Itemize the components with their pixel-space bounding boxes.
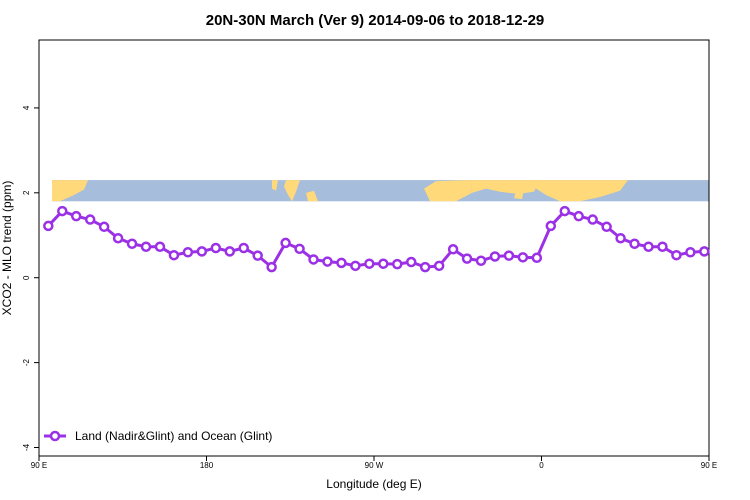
data-point: [475, 255, 487, 266]
map-land: [514, 189, 524, 200]
world-map-strip: [52, 180, 709, 202]
data-point: [350, 260, 361, 272]
data-point: [98, 221, 110, 233]
data-point: [587, 214, 598, 225]
y-axis: -4 -2 0 2 4: [22, 105, 39, 451]
data-point: [643, 241, 654, 252]
map-land: [52, 180, 88, 202]
data-point: [308, 254, 319, 265]
data-point: [531, 252, 543, 264]
y-axis-label: XCO2 - MLO trend (ppm): [0, 181, 14, 316]
x-tick-label: 90 E: [701, 461, 717, 470]
y-tick-label: 4: [22, 105, 31, 110]
data-point: [84, 214, 96, 225]
data-point: [433, 260, 445, 272]
data-point: [364, 258, 375, 269]
data-point: [224, 246, 236, 257]
data-point: [280, 237, 291, 249]
data-point: [573, 210, 584, 222]
legend-marker: [49, 430, 61, 442]
x-tick-label: 0: [539, 461, 544, 470]
data-point: [252, 250, 263, 261]
data-point: [461, 253, 473, 264]
data-point: [657, 241, 668, 252]
data-point: [405, 256, 417, 268]
data-point: [685, 246, 696, 258]
data-point: [629, 238, 640, 250]
legend-entry-label: Land (Nadir&Glint) and Ocean (Glint): [75, 429, 272, 443]
map-land: [306, 190, 318, 202]
x-axis-label: Longitude (deg E): [326, 477, 421, 491]
map-land: [530, 180, 628, 202]
y-tick-label: 2: [22, 190, 31, 195]
data-point: [182, 246, 194, 258]
data-point: [336, 257, 347, 269]
data-point: [503, 250, 515, 261]
data-point: [601, 221, 612, 233]
data-point: [168, 249, 180, 261]
data-point: [43, 220, 54, 232]
x-axis: 90 E 180 90 W 0 90 E: [31, 456, 717, 470]
x-tick-label: 90 E: [31, 461, 47, 470]
data-point: [126, 238, 138, 250]
data-point: [447, 244, 459, 255]
series-layer: [43, 205, 710, 273]
legend: Land (Nadir&Glint) and Ocean (Glint): [44, 429, 272, 443]
data-point: [615, 232, 626, 244]
data-point: [196, 246, 208, 257]
data-point: [266, 261, 277, 273]
data-point: [322, 256, 333, 267]
data-point: [112, 232, 124, 244]
data-point: [699, 246, 710, 257]
chart-title: 20N-30N March (Ver 9) 2014-09-06 to 2018…: [206, 12, 545, 29]
data-point: [140, 241, 152, 252]
x-tick-label: 90 W: [365, 461, 384, 470]
data-point: [489, 251, 501, 262]
data-point: [238, 242, 249, 254]
data-point: [154, 241, 166, 252]
series-line: [47, 209, 705, 269]
data-point: [57, 205, 68, 217]
data-point: [392, 258, 403, 270]
map-land: [424, 180, 472, 202]
data-point: [210, 242, 222, 254]
data-point: [517, 252, 529, 263]
plot-frame: [38, 39, 710, 457]
data-point: [419, 261, 431, 273]
data-point: [70, 210, 82, 222]
x-tick-label: 180: [200, 461, 214, 470]
y-tick-label: -2: [22, 359, 31, 367]
data-point: [545, 220, 557, 232]
map-land: [272, 180, 278, 191]
y-tick-label: 0: [22, 275, 31, 280]
data-point: [378, 258, 389, 269]
data-point: [671, 249, 682, 261]
y-tick-label: -4: [22, 443, 31, 451]
data-point: [559, 205, 571, 217]
map-land: [284, 180, 300, 202]
data-point: [294, 243, 305, 255]
